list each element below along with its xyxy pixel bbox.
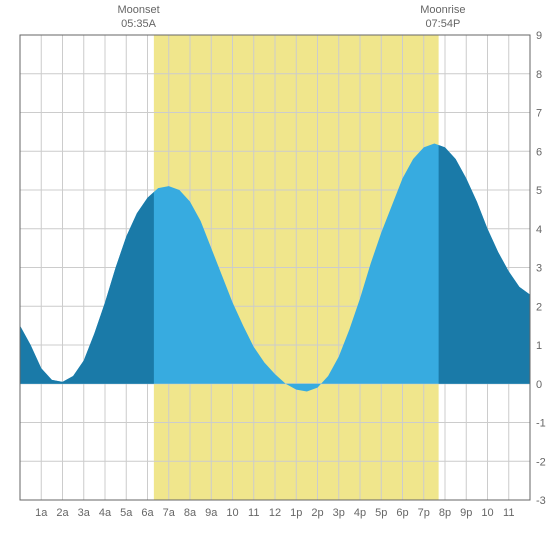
x-tick-label: 5p <box>375 507 387 519</box>
x-tick-label: 6a <box>141 507 154 519</box>
x-tick-label: 7a <box>163 507 176 519</box>
y-tick-label: 5 <box>536 185 542 197</box>
x-tick-label: 7p <box>418 507 430 519</box>
chart-svg: -3-2-101234567891a2a3a4a5a6a7a8a9a101112… <box>0 0 550 550</box>
x-tick-label: 1p <box>290 507 302 519</box>
y-tick-label: -2 <box>536 456 546 468</box>
x-tick-label: 2a <box>56 507 69 519</box>
x-tick-label: 9a <box>205 507 218 519</box>
moonrise-annotation: Moonrise 07:54P <box>413 4 473 32</box>
moonrise-title: Moonrise <box>420 4 465 16</box>
y-tick-label: 7 <box>536 108 542 120</box>
x-tick-label: 4a <box>99 507 112 519</box>
x-tick-label: 10 <box>481 507 493 519</box>
x-tick-label: 9p <box>460 507 472 519</box>
x-tick-label: 2p <box>311 507 323 519</box>
x-tick-label: 11 <box>503 507 514 519</box>
y-tick-label: 2 <box>536 301 542 313</box>
y-tick-label: 3 <box>536 263 542 275</box>
y-tick-label: -3 <box>536 495 546 507</box>
x-tick-label: 5a <box>120 507 133 519</box>
x-tick-label: 8p <box>439 507 451 519</box>
moonset-time: 05:35A <box>121 18 156 30</box>
x-tick-label: 8a <box>184 507 197 519</box>
y-tick-label: 6 <box>536 146 542 158</box>
x-tick-label: 1a <box>35 507 48 519</box>
moonrise-time: 07:54P <box>425 18 460 30</box>
x-tick-label: 3p <box>333 507 345 519</box>
y-tick-label: 4 <box>536 224 542 236</box>
tide-chart: Moonset 05:35A Moonrise 07:54P -3-2-1012… <box>0 0 550 550</box>
moonset-annotation: Moonset 05:35A <box>109 4 169 32</box>
y-tick-label: 0 <box>536 379 542 391</box>
y-tick-label: 9 <box>536 30 542 42</box>
moonset-title: Moonset <box>117 4 159 16</box>
x-tick-label: 6p <box>396 507 408 519</box>
x-tick-label: 11 <box>248 507 259 519</box>
y-tick-label: 1 <box>536 340 542 352</box>
y-tick-label: -1 <box>536 418 546 430</box>
x-tick-label: 12 <box>269 507 281 519</box>
x-tick-label: 4p <box>354 507 366 519</box>
x-tick-label: 10 <box>226 507 238 519</box>
x-tick-label: 3a <box>78 507 91 519</box>
y-tick-label: 8 <box>536 69 542 81</box>
